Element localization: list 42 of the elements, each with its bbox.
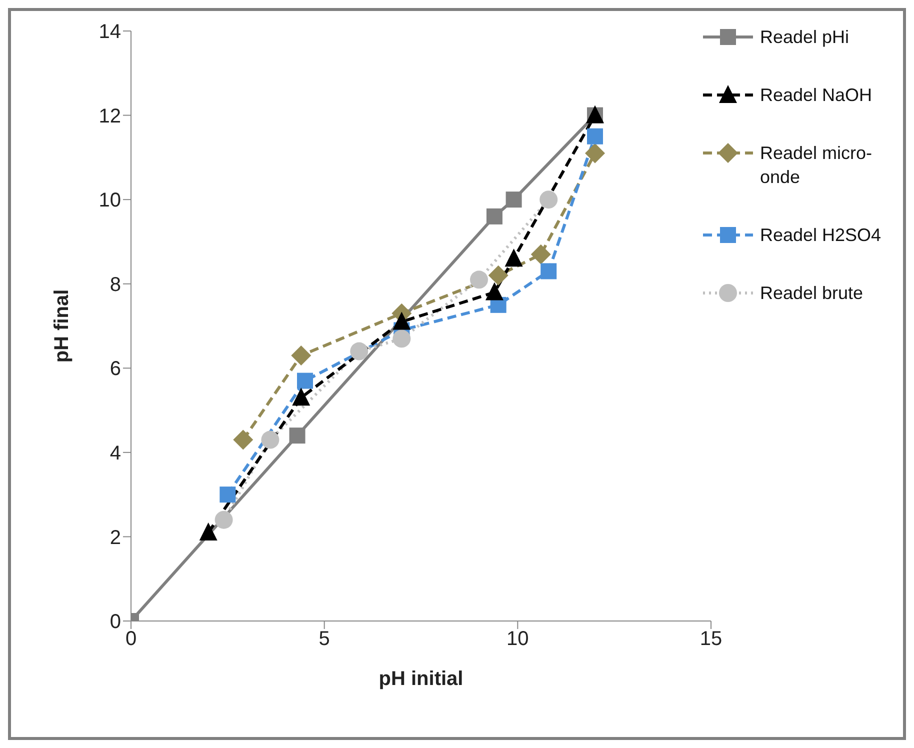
point [261,430,280,449]
legend-label: Readel H2SO4 [760,224,882,247]
point [392,312,411,330]
legend-label: Readel micro-onde [760,142,874,189]
point [350,342,368,360]
x-axis-title: pH initial [378,668,464,690]
point [297,372,313,389]
point [587,128,603,144]
y-tick-label: 14 [98,21,121,44]
x-tick-label: 0 [125,628,137,650]
point [540,263,557,280]
point [530,244,551,264]
y-tick-label: 0 [110,611,121,634]
legend-label: Readel brute [760,282,864,305]
legend-label: Readel NaOH [760,84,874,107]
y-tick-label: 10 [98,190,121,212]
point [504,248,523,267]
y-axis-title: pH final [51,289,74,363]
y-tick-label: 12 [98,105,121,128]
point [585,143,605,164]
y-tick-label: 4 [110,442,121,465]
point [392,330,411,348]
point [214,510,233,529]
y-tick-label: 2 [110,526,121,549]
legend-label: Readel pHi [760,26,850,49]
y-tick-label: 8 [110,274,121,296]
point [292,388,310,406]
point [470,270,488,289]
point [540,190,558,209]
point [199,522,218,540]
point [291,346,312,366]
point [233,430,254,450]
x-tick-label: 15 [700,628,722,650]
point [289,428,306,444]
x-tick-label: 10 [506,628,529,650]
point [486,208,502,224]
point [485,282,504,300]
point [506,192,522,208]
x-tick-label: 5 [318,628,330,650]
y-tick-label: 6 [110,358,121,380]
point [488,265,508,286]
point [220,486,236,503]
